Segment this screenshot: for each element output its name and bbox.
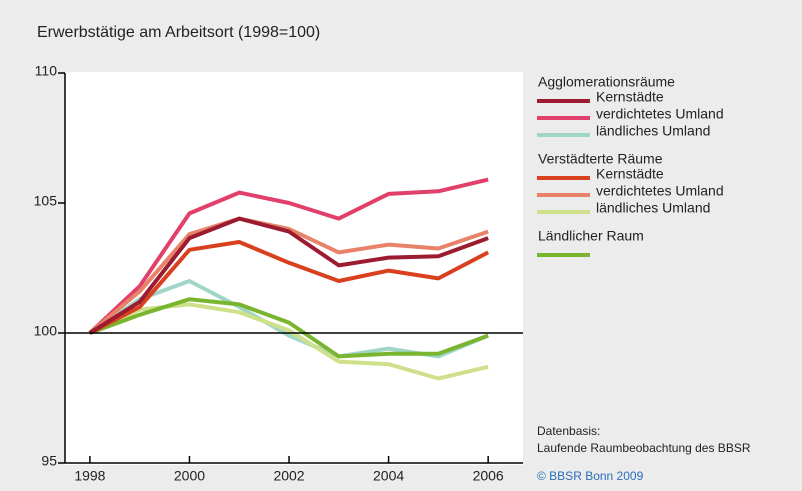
- y-tick-label: 95: [41, 453, 57, 469]
- plot-area: [65, 72, 523, 465]
- chart-title: Erwerbstätige am Arbeitsort (1998=100): [37, 24, 320, 41]
- x-tick-label: 2006: [473, 468, 504, 484]
- series-line: [88, 240, 490, 335]
- y-tick-label: 100: [34, 323, 58, 339]
- legend-label: verdichtetes Umland: [596, 183, 724, 199]
- x-tick-label: 2000: [174, 468, 205, 484]
- legend-label: Kernstädte: [596, 89, 664, 105]
- x-tick-label: 1998: [74, 468, 105, 484]
- legend-label: verdichtetes Umland: [596, 106, 724, 122]
- legend-label: Kernstädte: [596, 166, 664, 182]
- series-line: [88, 216, 489, 335]
- legend-label: ländliches Umland: [596, 123, 710, 139]
- legend-group-title: Verstädterte Räume: [538, 151, 663, 167]
- x-tick-label: 2004: [373, 468, 404, 484]
- legend-group-title: Ländlicher Raum: [538, 228, 644, 244]
- series-line: [89, 297, 489, 359]
- x-tick-label: 2002: [273, 468, 304, 484]
- legend-label: ländliches Umland: [596, 200, 710, 216]
- series-line: [88, 177, 489, 335]
- y-tick-label: 110: [35, 63, 58, 79]
- source-label: Datenbasis:: [537, 424, 600, 438]
- series-line: [88, 216, 489, 335]
- y-tick-label: 105: [34, 193, 58, 209]
- source: Laufende Raumbeobachtung des BBSR: [537, 441, 751, 455]
- legend-group-title: Agglomerationsräume: [538, 74, 675, 90]
- copyright: © BBSR Bonn 2009: [537, 469, 644, 483]
